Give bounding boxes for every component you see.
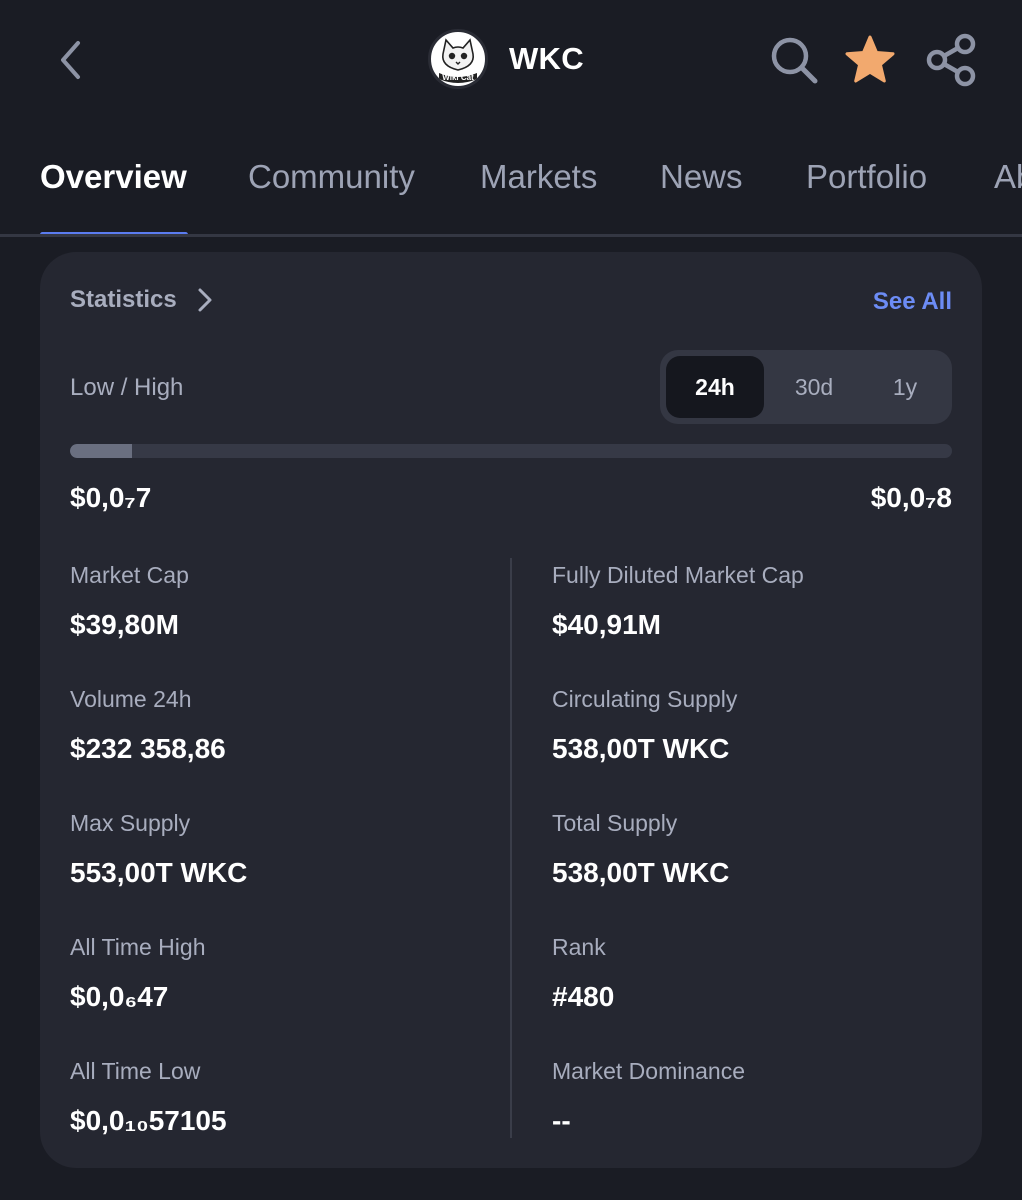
stat-value: $0,0₁₀57105: [70, 1105, 227, 1136]
tab-bar: Overview Community Markets News Portfoli…: [0, 140, 1022, 237]
tab-community[interactable]: Community: [248, 158, 415, 195]
stat-rank: Rank #480: [552, 934, 614, 1013]
stat-label: All Time High: [70, 934, 206, 960]
stat-label: All Time Low: [70, 1058, 201, 1084]
range-high-value: $0,0₇8: [870, 482, 952, 513]
cat-logo-icon: Wiki Cat: [432, 33, 484, 85]
period-selector: 24h 30d 1y: [660, 350, 952, 424]
active-tab-indicator: [40, 232, 188, 234]
statistics-title: Statistics: [70, 286, 177, 313]
stat-label: Rank: [552, 934, 606, 960]
stat-label: Total Supply: [552, 810, 678, 836]
chevron-right-icon: [197, 287, 213, 313]
price-range-bar: [70, 444, 952, 458]
stat-label: Market Dominance: [552, 1058, 746, 1084]
favorite-button[interactable]: [842, 32, 898, 88]
stat-market-dominance: Market Dominance --: [552, 1058, 745, 1137]
coin-logo: Wiki Cat: [428, 29, 488, 89]
stat-label: Market Cap: [70, 562, 189, 588]
tab-news[interactable]: News: [660, 158, 743, 195]
stat-value: $232 358,86: [70, 733, 226, 764]
price-range-fill: [70, 444, 132, 458]
stat-all-time-high: All Time High $0,0₆47: [70, 934, 205, 1013]
tab-portfolio[interactable]: Portfolio: [806, 158, 928, 195]
stat-all-time-low: All Time Low $0,0₁₀57105: [70, 1058, 227, 1137]
top-bar: Wiki Cat WKC: [0, 0, 1022, 120]
svg-text:Wiki Cat: Wiki Cat: [442, 73, 474, 82]
stat-value: #480: [552, 981, 615, 1012]
period-1y-button[interactable]: 1y: [892, 373, 918, 400]
share-button[interactable]: [924, 32, 980, 88]
low-high-label: Low / High: [70, 374, 184, 401]
statistics-card: Statistics See All Low / High 24h 30d 1y…: [40, 252, 982, 1168]
tab-markets[interactable]: Markets: [480, 158, 598, 195]
coin-symbol: WKC: [509, 41, 584, 76]
period-30d-button[interactable]: 30d: [794, 373, 834, 400]
period-24h-button[interactable]: 24h: [666, 356, 764, 418]
stat-value: $40,91M: [552, 609, 661, 640]
stat-value: 538,00T WKC: [552, 857, 730, 888]
stat-label: Circulating Supply: [552, 686, 738, 712]
back-button[interactable]: [52, 38, 88, 82]
search-button[interactable]: [766, 32, 822, 88]
stat-circulating-supply: Circulating Supply 538,00T WKC: [552, 686, 737, 765]
stat-value: $39,80M: [70, 609, 179, 640]
tab-overview[interactable]: Overview: [40, 158, 187, 195]
stat-value: 538,00T WKC: [552, 733, 730, 764]
stat-label: Fully Diluted Market Cap: [552, 562, 804, 588]
see-all-link[interactable]: See All: [872, 288, 952, 315]
back-chevron-icon: [61, 41, 80, 79]
stat-max-supply: Max Supply 553,00T WKC: [70, 810, 247, 889]
stat-market-cap: Market Cap $39,80M: [70, 562, 189, 641]
coin-header: Wiki Cat WKC: [428, 29, 584, 89]
tab-about[interactable]: Ab: [994, 158, 1022, 195]
search-icon: [771, 37, 818, 84]
statistics-header[interactable]: Statistics: [70, 286, 213, 314]
stat-fully-diluted-market-cap: Fully Diluted Market Cap $40,91M: [552, 562, 804, 641]
stat-value: 553,00T WKC: [70, 857, 248, 888]
stat-total-supply: Total Supply 538,00T WKC: [552, 810, 729, 889]
stat-label: Volume 24h: [70, 686, 192, 712]
column-divider: [510, 558, 512, 1138]
range-low-value: $0,0₇7: [70, 482, 152, 513]
stat-value: $0,0₆47: [70, 981, 169, 1012]
stat-volume-24h: Volume 24h $232 358,86: [70, 686, 226, 765]
share-icon: [926, 33, 976, 87]
stat-value: --: [552, 1105, 571, 1136]
stat-label: Max Supply: [70, 810, 191, 836]
star-icon: [845, 35, 895, 83]
